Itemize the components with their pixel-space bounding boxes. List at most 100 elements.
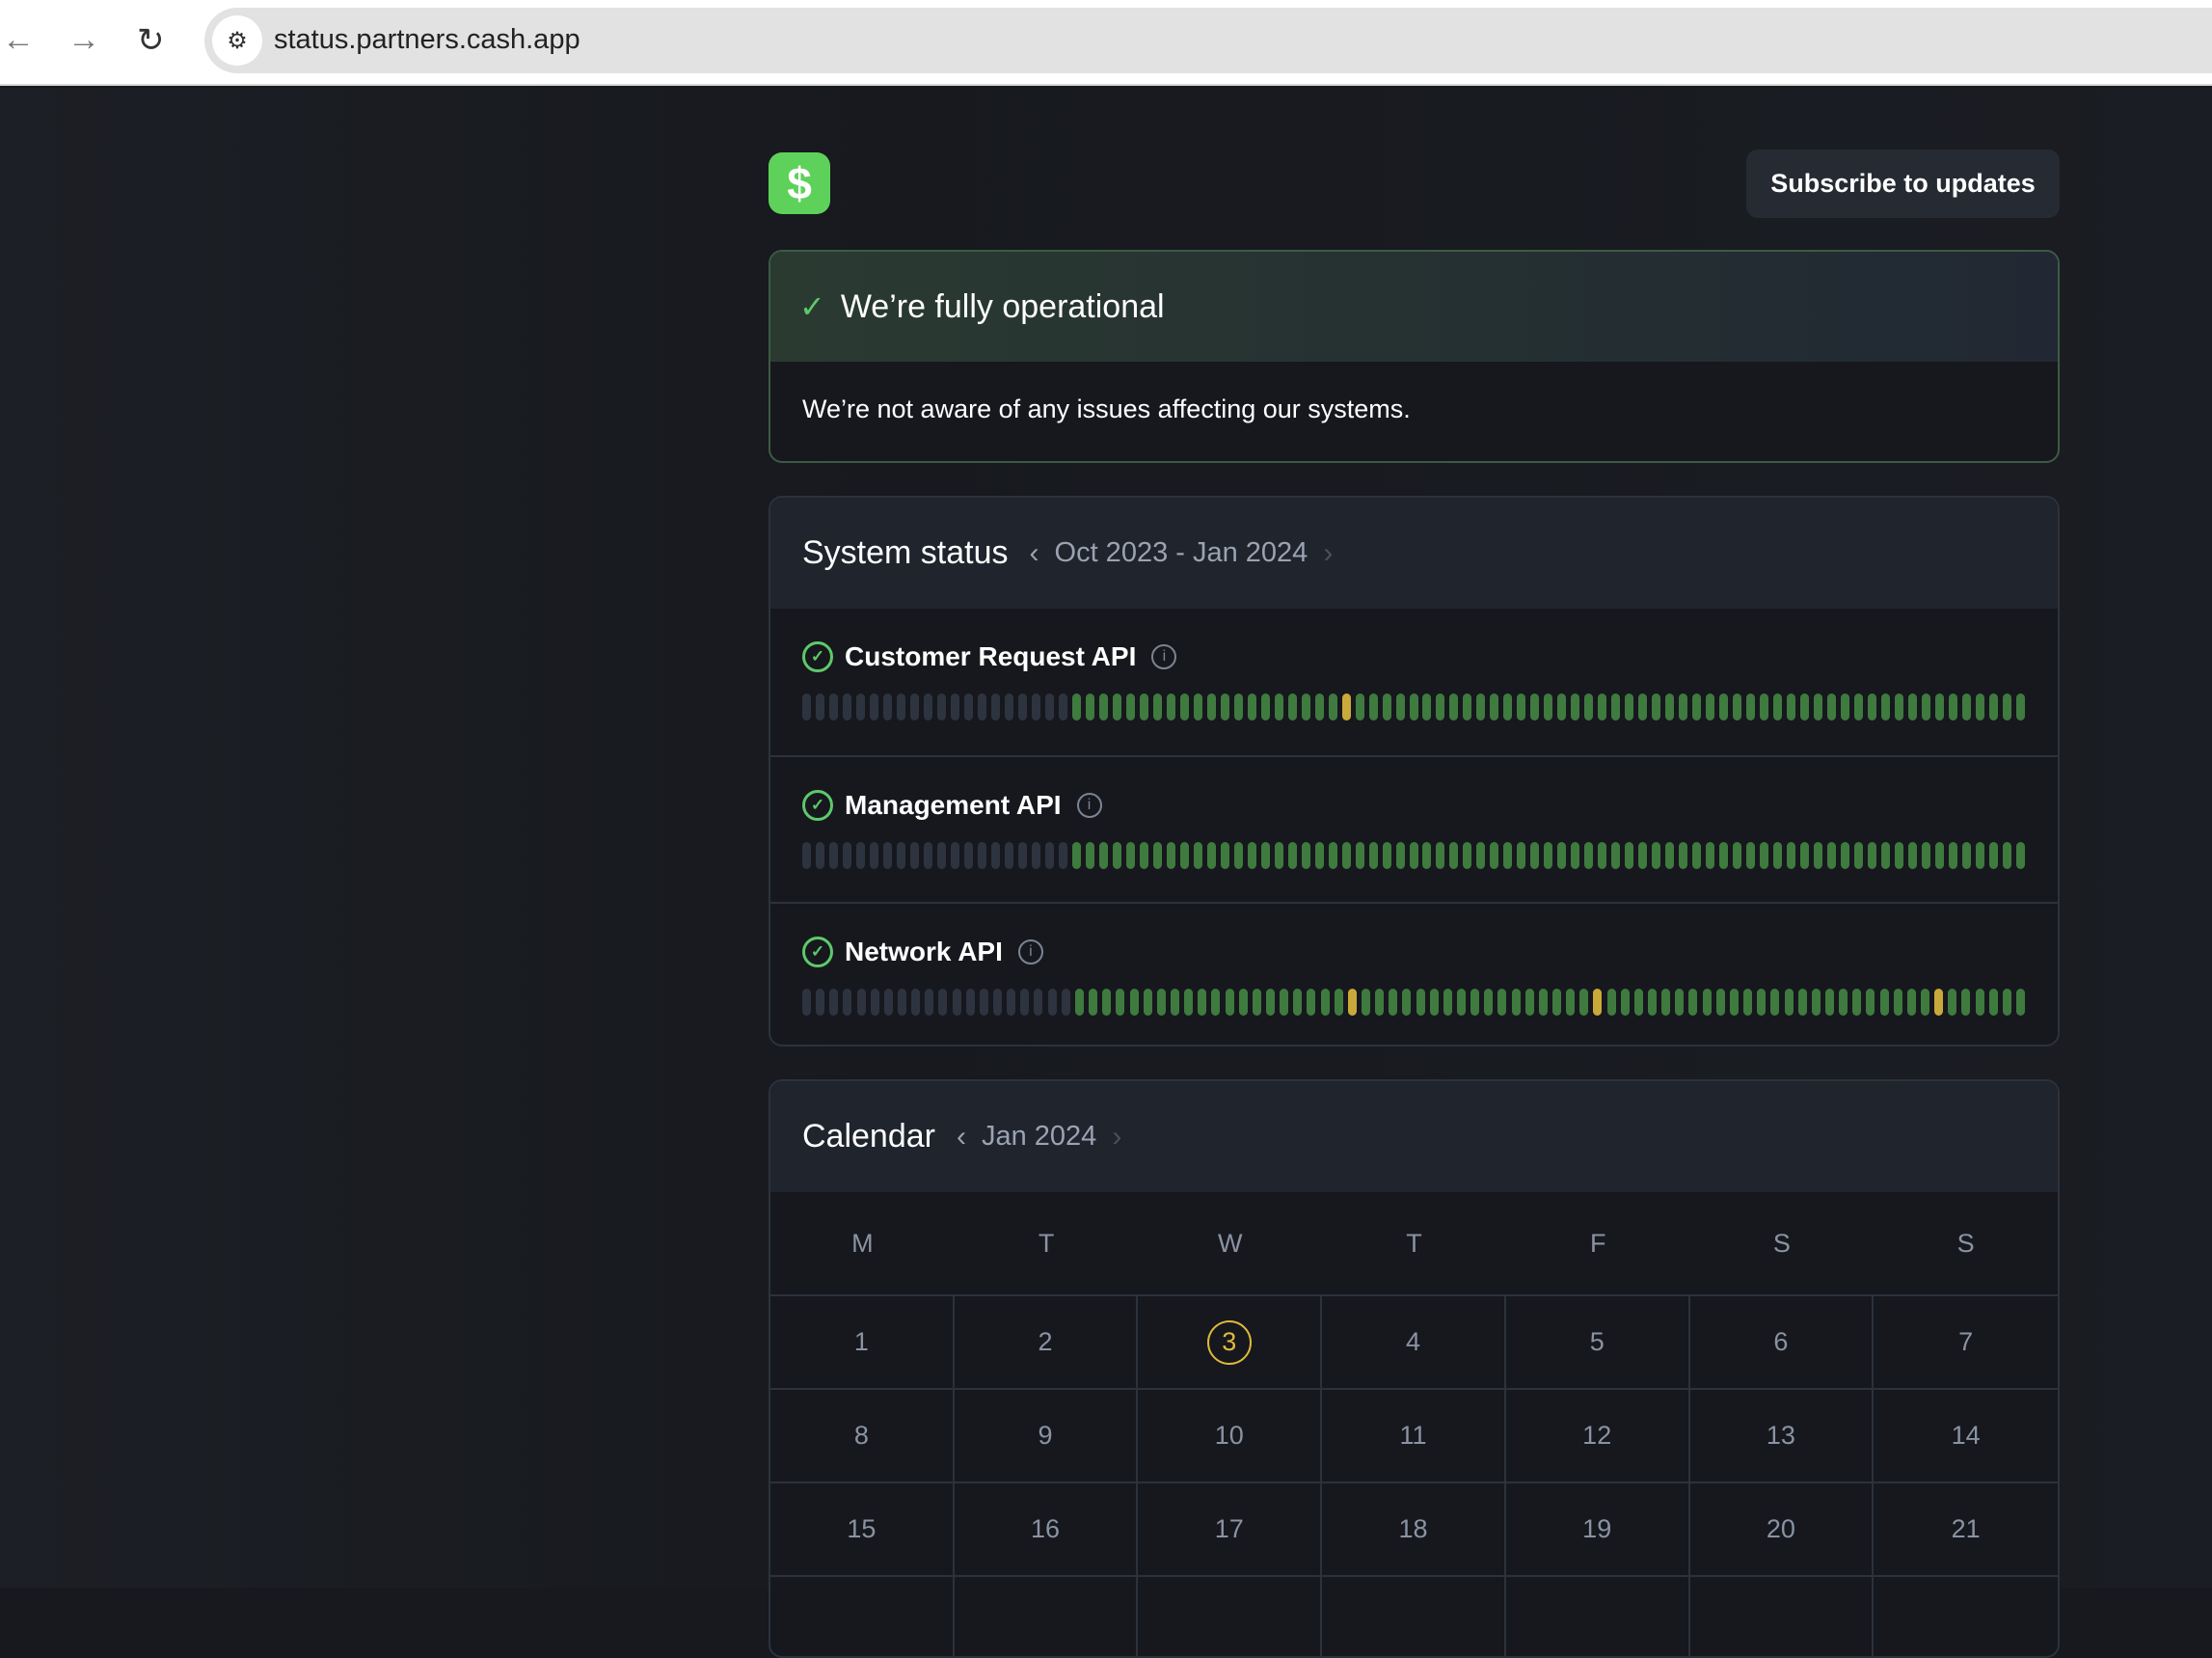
uptime-bar-day[interactable] bbox=[990, 693, 1000, 720]
uptime-bar-day[interactable] bbox=[965, 989, 975, 1016]
uptime-bar-day[interactable] bbox=[1125, 842, 1135, 869]
uptime-bar-day[interactable] bbox=[1017, 842, 1027, 869]
uptime-bar-day[interactable] bbox=[1841, 842, 1850, 869]
uptime-bar-day[interactable] bbox=[1044, 693, 1054, 720]
uptime-bar-day[interactable] bbox=[1784, 989, 1794, 1016]
uptime-bar-day[interactable] bbox=[963, 842, 973, 869]
uptime-bar-day[interactable] bbox=[828, 693, 838, 720]
uptime-bar-day[interactable] bbox=[1620, 989, 1630, 1016]
calendar-day[interactable] bbox=[1690, 1577, 1875, 1656]
uptime-bar-day[interactable] bbox=[1436, 842, 1445, 869]
uptime-bar-day[interactable] bbox=[1314, 842, 1324, 869]
url-text[interactable]: status.partners.cash.app bbox=[274, 24, 580, 55]
uptime-bar-day[interactable] bbox=[1839, 989, 1848, 1016]
calendar-day[interactable]: 2 bbox=[954, 1296, 1139, 1390]
uptime-bar-day[interactable] bbox=[1007, 989, 1016, 1016]
uptime-bar-day[interactable] bbox=[1719, 842, 1729, 869]
calendar-day[interactable]: 20 bbox=[1689, 1483, 1875, 1577]
calendar-day[interactable] bbox=[1138, 1577, 1323, 1656]
calendar-day[interactable] bbox=[1874, 1577, 2058, 1656]
uptime-bar-day[interactable] bbox=[1260, 693, 1270, 720]
chevron-left-icon[interactable]: ‹ bbox=[956, 1120, 966, 1153]
uptime-bar-day[interactable] bbox=[2003, 693, 2011, 720]
uptime-bar-day[interactable] bbox=[1004, 842, 1013, 869]
uptime-bar-day[interactable] bbox=[1814, 842, 1823, 869]
uptime-bar-day[interactable] bbox=[1854, 693, 1864, 720]
uptime-bar-day[interactable] bbox=[1935, 693, 1945, 720]
uptime-bar-day[interactable] bbox=[1866, 989, 1875, 1016]
uptime-bar-day[interactable] bbox=[870, 989, 879, 1016]
uptime-bar-day[interactable] bbox=[950, 693, 959, 720]
uptime-bar-day[interactable] bbox=[1579, 989, 1589, 1016]
calendar-day[interactable]: 1 bbox=[770, 1296, 955, 1390]
uptime-bar-day[interactable] bbox=[855, 842, 865, 869]
uptime-bar-day[interactable] bbox=[1733, 842, 1742, 869]
calendar-day[interactable]: 5 bbox=[1505, 1296, 1690, 1390]
uptime-bar-day[interactable] bbox=[2003, 842, 2011, 869]
uptime-bar-day[interactable] bbox=[1085, 693, 1094, 720]
uptime-bar-day[interactable] bbox=[1665, 842, 1675, 869]
uptime-bar-day[interactable] bbox=[1949, 842, 1958, 869]
calendar-day[interactable]: 13 bbox=[1689, 1390, 1875, 1483]
uptime-bar-day[interactable] bbox=[1382, 693, 1391, 720]
uptime-bar-day[interactable] bbox=[1934, 989, 1944, 1016]
uptime-bar-day[interactable] bbox=[909, 842, 919, 869]
uptime-bar-day[interactable] bbox=[1503, 842, 1513, 869]
uptime-bar-day[interactable] bbox=[1688, 989, 1698, 1016]
uptime-bar-day[interactable] bbox=[979, 989, 988, 1016]
uptime-bar-day[interactable] bbox=[1402, 989, 1412, 1016]
uptime-bar-day[interactable] bbox=[1989, 693, 1999, 720]
uptime-bar-day[interactable] bbox=[1922, 842, 1931, 869]
uptime-bar-day[interactable] bbox=[1760, 842, 1769, 869]
cash-app-logo[interactable]: $ bbox=[769, 152, 830, 214]
uptime-bar-day[interactable] bbox=[1976, 693, 1985, 720]
uptime-bar-day[interactable] bbox=[896, 842, 905, 869]
uptime-bar-day[interactable] bbox=[1638, 693, 1648, 720]
uptime-bar-day[interactable] bbox=[1743, 989, 1753, 1016]
uptime-bar-day[interactable] bbox=[1922, 693, 1931, 720]
uptime-bar-day[interactable] bbox=[1787, 693, 1796, 720]
uptime-bar-day[interactable] bbox=[1538, 989, 1548, 1016]
uptime-bar-day[interactable] bbox=[1058, 693, 1067, 720]
uptime-bar-day[interactable] bbox=[1746, 842, 1756, 869]
uptime-bar-day[interactable] bbox=[1031, 693, 1040, 720]
uptime-bar-day[interactable] bbox=[1280, 989, 1289, 1016]
uptime-bar-day[interactable] bbox=[1179, 842, 1189, 869]
uptime-bar-day[interactable] bbox=[1179, 693, 1189, 720]
uptime-bar-day[interactable] bbox=[1429, 989, 1439, 1016]
uptime-bar-day[interactable] bbox=[1908, 693, 1918, 720]
chevron-right-icon[interactable]: › bbox=[1112, 1120, 1122, 1153]
uptime-bar-day[interactable] bbox=[1395, 842, 1405, 869]
uptime-bar-day[interactable] bbox=[1961, 989, 1971, 1016]
uptime-bar-day[interactable] bbox=[1854, 842, 1864, 869]
uptime-bar-day[interactable] bbox=[1584, 842, 1594, 869]
uptime-bar-day[interactable] bbox=[1116, 989, 1125, 1016]
uptime-bar-day[interactable] bbox=[1017, 693, 1027, 720]
uptime-bar-day[interactable] bbox=[1252, 989, 1261, 1016]
uptime-bar-day[interactable] bbox=[1314, 693, 1324, 720]
uptime-bar-day[interactable] bbox=[1375, 989, 1385, 1016]
uptime-bar-day[interactable] bbox=[1652, 693, 1661, 720]
uptime-bar-day[interactable] bbox=[1962, 842, 1972, 869]
uptime-bar-day[interactable] bbox=[1287, 693, 1297, 720]
uptime-bar-day[interactable] bbox=[1238, 989, 1248, 1016]
uptime-bar-day[interactable] bbox=[1129, 989, 1139, 1016]
uptime-bar-day[interactable] bbox=[1143, 989, 1152, 1016]
uptime-bar-day[interactable] bbox=[1895, 693, 1904, 720]
uptime-bar-day[interactable] bbox=[1341, 693, 1351, 720]
uptime-bar-day[interactable] bbox=[1881, 693, 1891, 720]
uptime-bar-day[interactable] bbox=[869, 693, 878, 720]
uptime-bar-day[interactable] bbox=[1301, 842, 1310, 869]
uptime-bar-day[interactable] bbox=[1706, 693, 1715, 720]
uptime-bar-day[interactable] bbox=[1633, 989, 1643, 1016]
uptime-bar-day[interactable] bbox=[815, 693, 824, 720]
address-bar[interactable]: ⚙ status.partners.cash.app bbox=[204, 8, 2212, 73]
uptime-bar-day[interactable] bbox=[1702, 989, 1712, 1016]
uptime-bar-day[interactable] bbox=[2016, 842, 2025, 869]
uptime-bar-day[interactable] bbox=[1975, 989, 1984, 1016]
calendar-day[interactable]: 8 bbox=[770, 1390, 955, 1483]
uptime-bar-day[interactable] bbox=[1047, 989, 1057, 1016]
uptime-bar-day[interactable] bbox=[1089, 989, 1098, 1016]
uptime-bar-day[interactable] bbox=[1301, 693, 1310, 720]
uptime-bar-day[interactable] bbox=[1166, 842, 1175, 869]
